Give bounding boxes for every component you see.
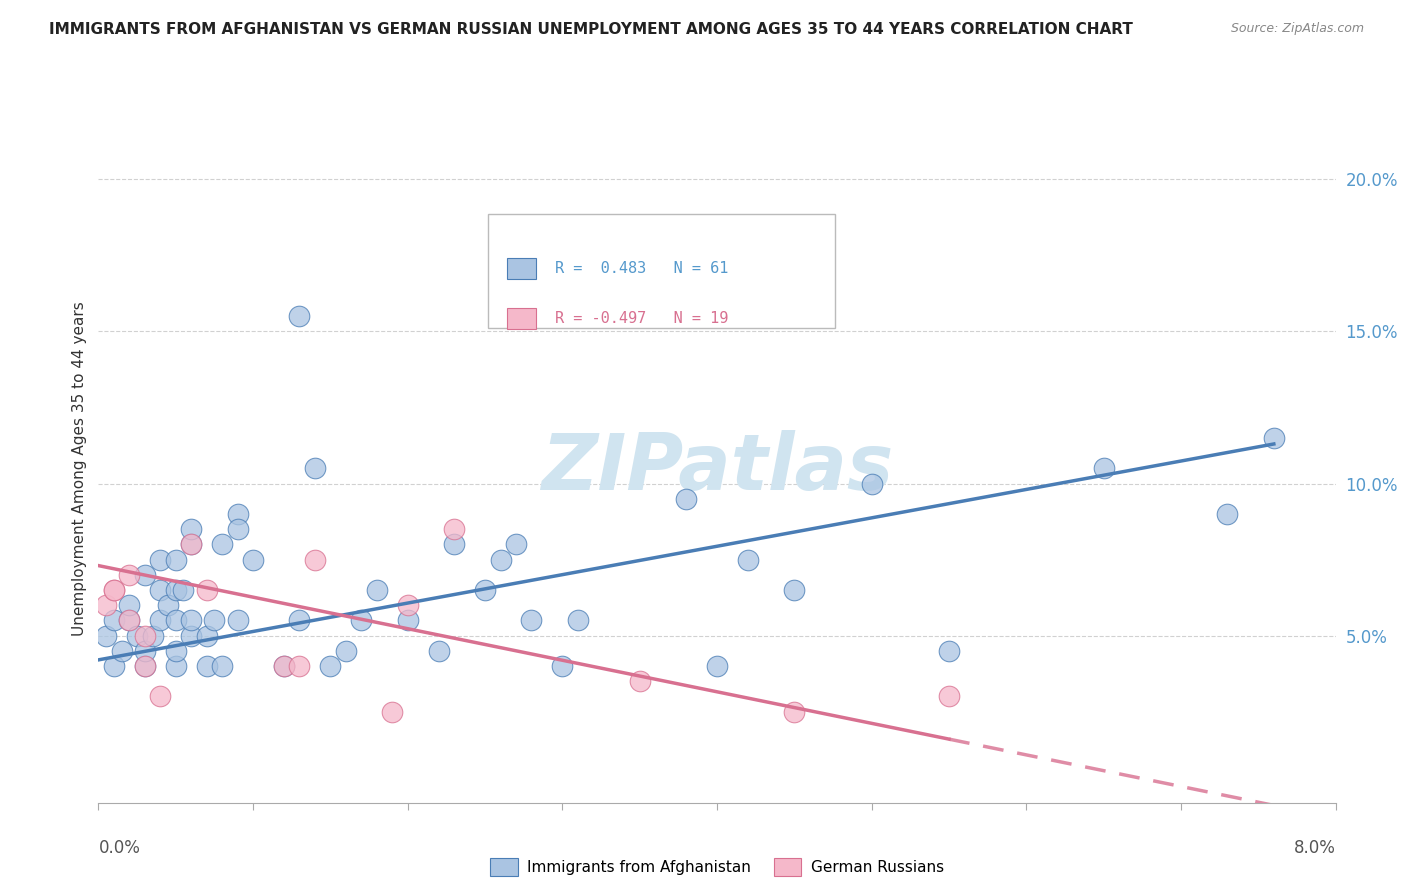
Point (505, 537, 527, 551)
Point (938, 644, 960, 658)
Point (381, 705, 404, 719)
Point (1092, 461, 1115, 475)
FancyBboxPatch shape (506, 258, 537, 279)
Point (304, 552, 326, 566)
Point (195, 582, 218, 597)
Point (706, 659, 728, 673)
Point (180, 522, 202, 536)
Point (118, 598, 141, 612)
Point (172, 582, 194, 597)
Point (111, 644, 132, 658)
Point (443, 522, 465, 536)
Point (520, 613, 543, 627)
Point (675, 491, 697, 506)
Legend: Immigrants from Afghanistan, German Russians: Immigrants from Afghanistan, German Russ… (484, 852, 950, 882)
Text: 8.0%: 8.0% (1294, 839, 1336, 857)
Point (103, 582, 125, 597)
Point (165, 613, 187, 627)
Point (96, 598, 118, 612)
Text: 0.0%: 0.0% (98, 839, 141, 857)
Point (226, 507, 249, 521)
Point (134, 659, 156, 673)
Point (335, 644, 357, 658)
Point (242, 552, 264, 566)
Point (195, 659, 218, 673)
Point (127, 628, 149, 642)
Point (783, 582, 806, 597)
Point (1216, 507, 1239, 521)
Point (165, 659, 187, 673)
Point (737, 552, 759, 566)
Point (567, 613, 589, 627)
Point (141, 628, 165, 642)
FancyBboxPatch shape (488, 214, 835, 328)
Point (288, 613, 311, 627)
Point (103, 659, 125, 673)
Text: R = -0.497   N = 19: R = -0.497 N = 19 (555, 311, 728, 326)
Point (165, 644, 187, 658)
Point (273, 659, 295, 673)
Text: ZIPatlas: ZIPatlas (541, 430, 893, 507)
Point (350, 613, 373, 627)
Point (613, 263, 636, 277)
Point (134, 644, 156, 658)
Point (366, 582, 388, 597)
Point (226, 613, 249, 627)
Point (103, 613, 125, 627)
Point (118, 613, 141, 627)
Point (103, 582, 125, 597)
Point (149, 690, 172, 704)
Point (273, 659, 295, 673)
Text: IMMIGRANTS FROM AFGHANISTAN VS GERMAN RUSSIAN UNEMPLOYMENT AMONG AGES 35 TO 44 Y: IMMIGRANTS FROM AFGHANISTAN VS GERMAN RU… (49, 22, 1133, 37)
Point (118, 567, 141, 582)
Point (783, 705, 806, 719)
Point (628, 674, 651, 689)
Point (211, 537, 233, 551)
FancyBboxPatch shape (506, 308, 537, 329)
Point (489, 552, 512, 566)
Point (165, 582, 187, 597)
Point (157, 598, 180, 612)
Point (938, 690, 960, 704)
Point (96, 628, 118, 642)
Y-axis label: Unemployment Among Ages 35 to 44 years: Unemployment Among Ages 35 to 44 years (72, 301, 87, 636)
Point (118, 613, 141, 627)
Point (180, 537, 202, 551)
Point (149, 613, 172, 627)
Text: R =  0.483   N = 61: R = 0.483 N = 61 (555, 260, 728, 276)
Text: Source: ZipAtlas.com: Source: ZipAtlas.com (1230, 22, 1364, 36)
Point (211, 659, 233, 673)
Point (134, 628, 156, 642)
Point (288, 310, 311, 324)
Point (551, 659, 574, 673)
Point (860, 476, 883, 491)
Point (195, 628, 218, 642)
Point (180, 537, 202, 551)
Point (149, 552, 172, 566)
Point (226, 522, 249, 536)
Point (165, 552, 187, 566)
Point (304, 461, 326, 475)
Point (134, 567, 156, 582)
Point (319, 659, 342, 673)
Point (396, 613, 419, 627)
Point (149, 582, 172, 597)
Point (427, 644, 450, 658)
Point (134, 659, 156, 673)
Point (180, 628, 202, 642)
Point (180, 613, 202, 627)
Point (396, 598, 419, 612)
Point (474, 582, 496, 597)
Point (288, 659, 311, 673)
Point (1263, 431, 1285, 445)
Point (204, 613, 226, 627)
Point (443, 537, 465, 551)
